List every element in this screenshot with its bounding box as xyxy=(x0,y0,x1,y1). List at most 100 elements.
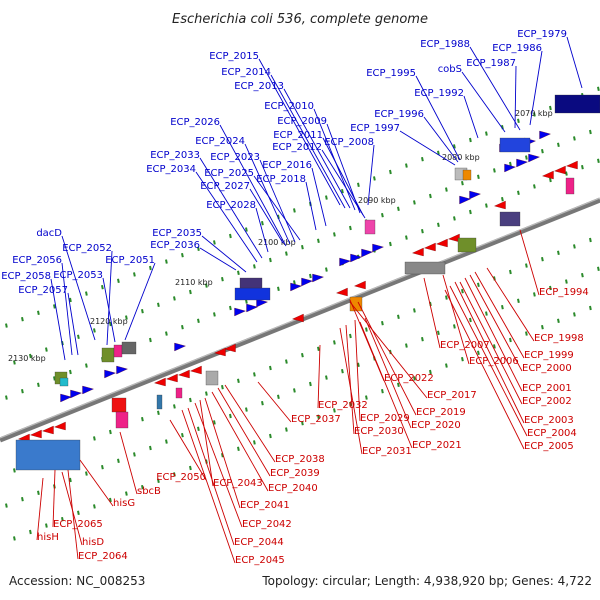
forward-gene-arrow xyxy=(504,163,516,173)
label-leader-line xyxy=(257,381,292,423)
gene-label: ECP_1995 xyxy=(366,68,416,79)
guide-tick xyxy=(173,472,176,477)
gene-label: ECP_1998 xyxy=(534,333,584,344)
gene-label: ECP_2014 xyxy=(221,67,271,78)
gene-label: ECP_2058 xyxy=(1,271,51,282)
guide-tick xyxy=(437,150,440,155)
guide-tick xyxy=(573,244,576,249)
scale-tick-label: 2070 kbp xyxy=(515,109,553,118)
guide-tick xyxy=(413,308,416,313)
guide-tick xyxy=(109,429,112,435)
guide-tick xyxy=(229,305,232,311)
guide-tick xyxy=(485,131,488,136)
label-leader-line xyxy=(181,409,236,564)
guide-tick xyxy=(237,446,240,451)
forward-gene-arrow xyxy=(82,385,94,395)
guide-tick xyxy=(397,382,400,387)
guide-tick xyxy=(173,404,176,409)
guide-tick xyxy=(389,241,392,247)
guide-tick xyxy=(149,265,152,271)
gene-label: ECP_2017 xyxy=(427,390,477,401)
guide-tick xyxy=(269,257,272,263)
gene-label: ECP_2044 xyxy=(234,537,284,548)
gene-label: ECP_2027 xyxy=(200,181,250,192)
guide-tick xyxy=(93,504,96,509)
gene-block xyxy=(234,287,271,301)
label-leader-line xyxy=(102,277,116,343)
forward-gene-arrow xyxy=(372,243,384,253)
guide-tick xyxy=(517,298,520,303)
guide-tick xyxy=(469,209,472,215)
guide-tick xyxy=(533,184,536,189)
guide-tick xyxy=(85,363,88,368)
label-leader-line xyxy=(529,50,543,126)
guide-tick xyxy=(317,346,320,351)
gene-label: ECP_2028 xyxy=(206,200,256,211)
forward-gene-arrow xyxy=(60,393,72,403)
guide-tick xyxy=(541,257,544,262)
gene-label: ECP_2034 xyxy=(146,164,196,175)
guide-tick xyxy=(29,353,32,359)
guide-tick xyxy=(389,169,392,175)
label-leader-line xyxy=(464,277,523,392)
guide-tick xyxy=(213,420,216,425)
reverse-gene-arrow xyxy=(292,313,304,323)
label-leader-line xyxy=(311,167,327,227)
reverse-gene-arrow xyxy=(42,425,54,435)
gene-label: dacD xyxy=(36,228,62,239)
gene-label: ECP_1988 xyxy=(420,39,470,50)
gene-label: hisG xyxy=(113,498,135,509)
reverse-gene-arrow xyxy=(354,280,366,290)
forward-gene-arrow xyxy=(70,389,82,399)
gene-label: ECP_2023 xyxy=(210,152,260,163)
reverse-gene-arrow xyxy=(412,247,424,257)
guide-tick xyxy=(445,363,448,368)
gene-label: ECP_2001 xyxy=(522,383,572,394)
gene-label: ECP_2019 xyxy=(416,407,466,418)
label-leader-line xyxy=(201,235,247,273)
guide-tick xyxy=(525,155,528,160)
guide-tick xyxy=(293,388,296,393)
gene-label: ECP_2043 xyxy=(213,478,263,489)
guide-tick xyxy=(517,190,520,195)
forward-gene-arrow xyxy=(246,303,258,313)
guide-tick xyxy=(245,407,248,412)
gene-label: ECP_2045 xyxy=(235,555,285,566)
guide-tick xyxy=(317,238,320,243)
gene-label: ECP_2053 xyxy=(53,270,103,281)
gene-label: ECP_2002 xyxy=(522,396,572,407)
scale-tick-label: 2080 kbp xyxy=(442,153,480,162)
guide-tick xyxy=(557,318,560,323)
guide-tick xyxy=(485,311,488,316)
guide-tick xyxy=(69,477,72,483)
guide-tick xyxy=(165,259,168,264)
guide-tick xyxy=(157,410,160,415)
label-leader-line xyxy=(469,274,523,372)
guide-tick xyxy=(437,222,440,227)
gene-label: ECP_2064 xyxy=(78,551,128,562)
guide-tick xyxy=(13,468,16,473)
guide-tick xyxy=(77,334,80,339)
label-leader-line xyxy=(357,301,417,416)
forward-gene-arrow xyxy=(339,257,351,267)
guide-tick xyxy=(413,376,416,381)
guide-tick xyxy=(581,165,584,170)
guide-tick xyxy=(317,414,320,419)
reverse-gene-arrow xyxy=(190,365,202,375)
gene-features xyxy=(15,94,600,471)
gene-label: ECP_2037 xyxy=(291,414,341,425)
gene-block xyxy=(15,439,81,471)
guide-tick xyxy=(221,385,224,390)
gene-label: ECP_2052 xyxy=(62,243,112,254)
gene-label: ECP_2042 xyxy=(242,519,292,530)
label-leader-line xyxy=(322,137,364,216)
gene-label: ECP_2033 xyxy=(150,150,200,161)
gene-label: ECP_2012 xyxy=(272,142,322,153)
guide-tick xyxy=(421,229,424,234)
gene-label: ECP_2038 xyxy=(275,454,325,465)
gene-block xyxy=(554,94,600,114)
guide-tick xyxy=(165,331,168,336)
gene-label: ECP_2036 xyxy=(150,240,200,251)
gene-label: ECP_2050 xyxy=(156,472,206,483)
guide-tick xyxy=(453,216,456,221)
